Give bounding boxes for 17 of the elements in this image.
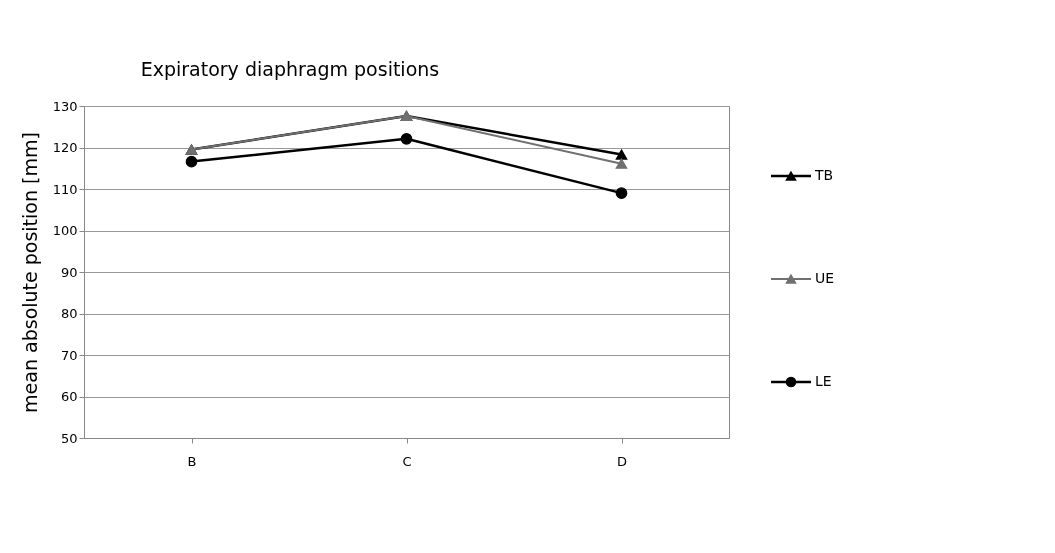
y-tick-label: 70 (60, 347, 78, 363)
chart-title: Expiratory diaphragm positions (140, 57, 440, 80)
y-tick-label: 100 (52, 223, 78, 238)
y-axis-title: mean absolute position [mm] (18, 132, 41, 413)
y-tick-label: 120 (52, 140, 78, 155)
y-tick-label: 110 (52, 181, 78, 197)
y-tick-label: 60 (60, 389, 78, 404)
x-tick-label: D (616, 453, 628, 469)
x-tick-label: C (402, 453, 412, 469)
y-tick-label: 80 (60, 306, 78, 321)
legend-label: TB (814, 167, 834, 183)
x-tick-label: B (187, 453, 197, 469)
y-tick-label: 130 (52, 98, 78, 114)
legend-label: UE (815, 270, 835, 286)
legend-label: LE (815, 373, 832, 389)
y-tick-label: 90 (60, 264, 78, 280)
y-tick-label: 50 (60, 430, 78, 446)
